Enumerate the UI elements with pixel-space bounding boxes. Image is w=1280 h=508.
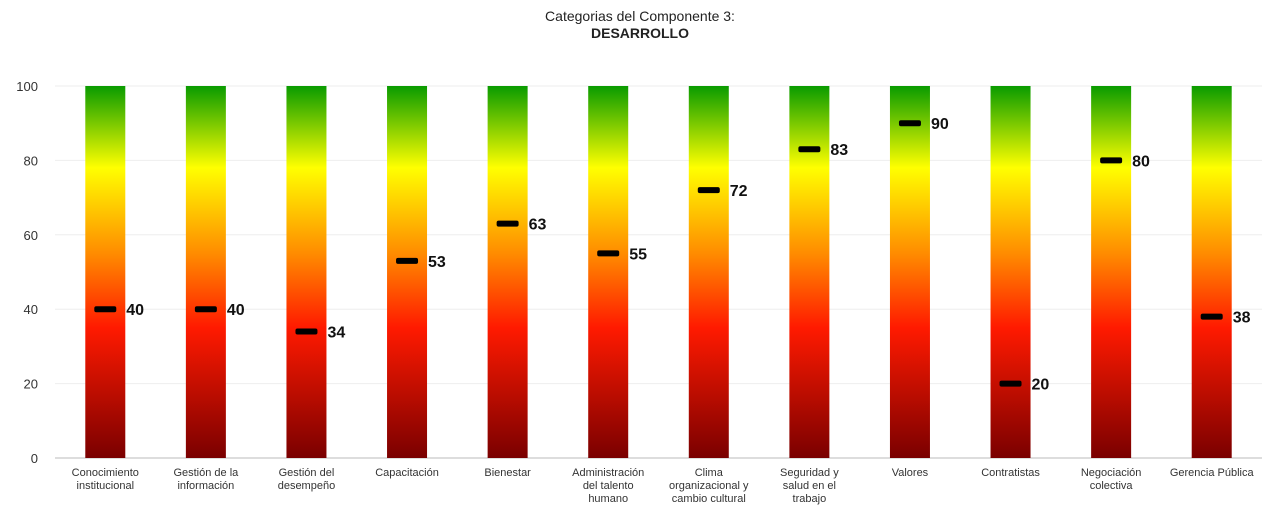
data-label: 34	[327, 325, 345, 342]
y-tick-label: 60	[24, 228, 38, 243]
value-marker	[898, 120, 921, 127]
data-label: 38	[1233, 310, 1251, 327]
x-tick-label: Capacitación	[375, 467, 439, 479]
bar	[789, 86, 830, 458]
x-tick-label: Contratistas	[981, 467, 1040, 479]
data-label: 40	[126, 302, 144, 319]
y-tick-label: 20	[24, 377, 38, 392]
bar	[487, 86, 528, 458]
data-label: 55	[629, 246, 647, 263]
chart-title-line: Categorias del Componente 3:	[545, 8, 735, 24]
x-tick-label: Gerencia Pública	[1170, 467, 1255, 479]
x-tick-label: Gestión de la información	[173, 467, 239, 492]
value-marker	[94, 306, 117, 313]
bar	[588, 86, 629, 458]
bar	[1191, 86, 1232, 458]
bar	[85, 86, 126, 458]
x-tick-label: Valores	[892, 467, 929, 479]
value-marker	[1100, 157, 1123, 164]
data-label: 90	[931, 116, 949, 133]
bar	[990, 86, 1031, 458]
bar	[889, 86, 930, 458]
bar	[1091, 86, 1132, 458]
data-label: 80	[1132, 153, 1150, 170]
y-tick-label: 40	[24, 302, 38, 317]
y-tick-label: 100	[16, 79, 38, 94]
y-tick-label: 80	[24, 153, 38, 168]
value-marker	[396, 257, 419, 264]
value-marker	[697, 187, 720, 194]
data-label: 63	[529, 217, 547, 234]
value-marker	[798, 146, 821, 153]
value-marker	[999, 380, 1022, 387]
value-marker	[1200, 313, 1223, 320]
x-tick-label: Bienestar	[484, 467, 531, 479]
bar	[286, 86, 327, 458]
data-labels: 40 40 34 53 63 55 72 83 90 20 80 38	[126, 116, 1250, 393]
grid-lines	[55, 85, 1262, 459]
bar	[185, 86, 226, 458]
bars	[85, 86, 1232, 458]
bar	[387, 86, 428, 458]
chart-subtitle: DESARROLLO	[591, 25, 689, 41]
data-label: 20	[1032, 377, 1050, 394]
chart-title: Categorias del Componente 3: DESARROLLO	[0, 8, 1280, 41]
data-label: 40	[227, 302, 245, 319]
y-tick-label: 0	[31, 451, 38, 466]
value-marker	[496, 220, 519, 227]
x-tick-label: Administración del talento humano	[572, 467, 644, 505]
data-label: 72	[730, 183, 748, 200]
x-tick-label: Conocimiento institucional	[72, 467, 139, 492]
bar	[688, 86, 729, 458]
x-tick-label: Clima organizacional y cambio cultural	[669, 467, 749, 505]
x-axis: Conocimiento institucional Gestión de la in…	[72, 467, 1255, 505]
x-tick-label: Seguridad y salud en el trabajo	[780, 467, 839, 505]
x-tick-label: Negociación colectiva	[1081, 467, 1142, 492]
value-marker	[597, 250, 620, 257]
value-marker	[194, 306, 217, 313]
x-tick-label: Gestión del desempeño	[278, 467, 336, 492]
value-marker	[295, 328, 318, 335]
value-markers	[94, 120, 1223, 387]
y-axis: 0 20 40 60 80 100	[16, 79, 38, 466]
data-label: 83	[830, 142, 848, 159]
data-label: 53	[428, 254, 446, 271]
